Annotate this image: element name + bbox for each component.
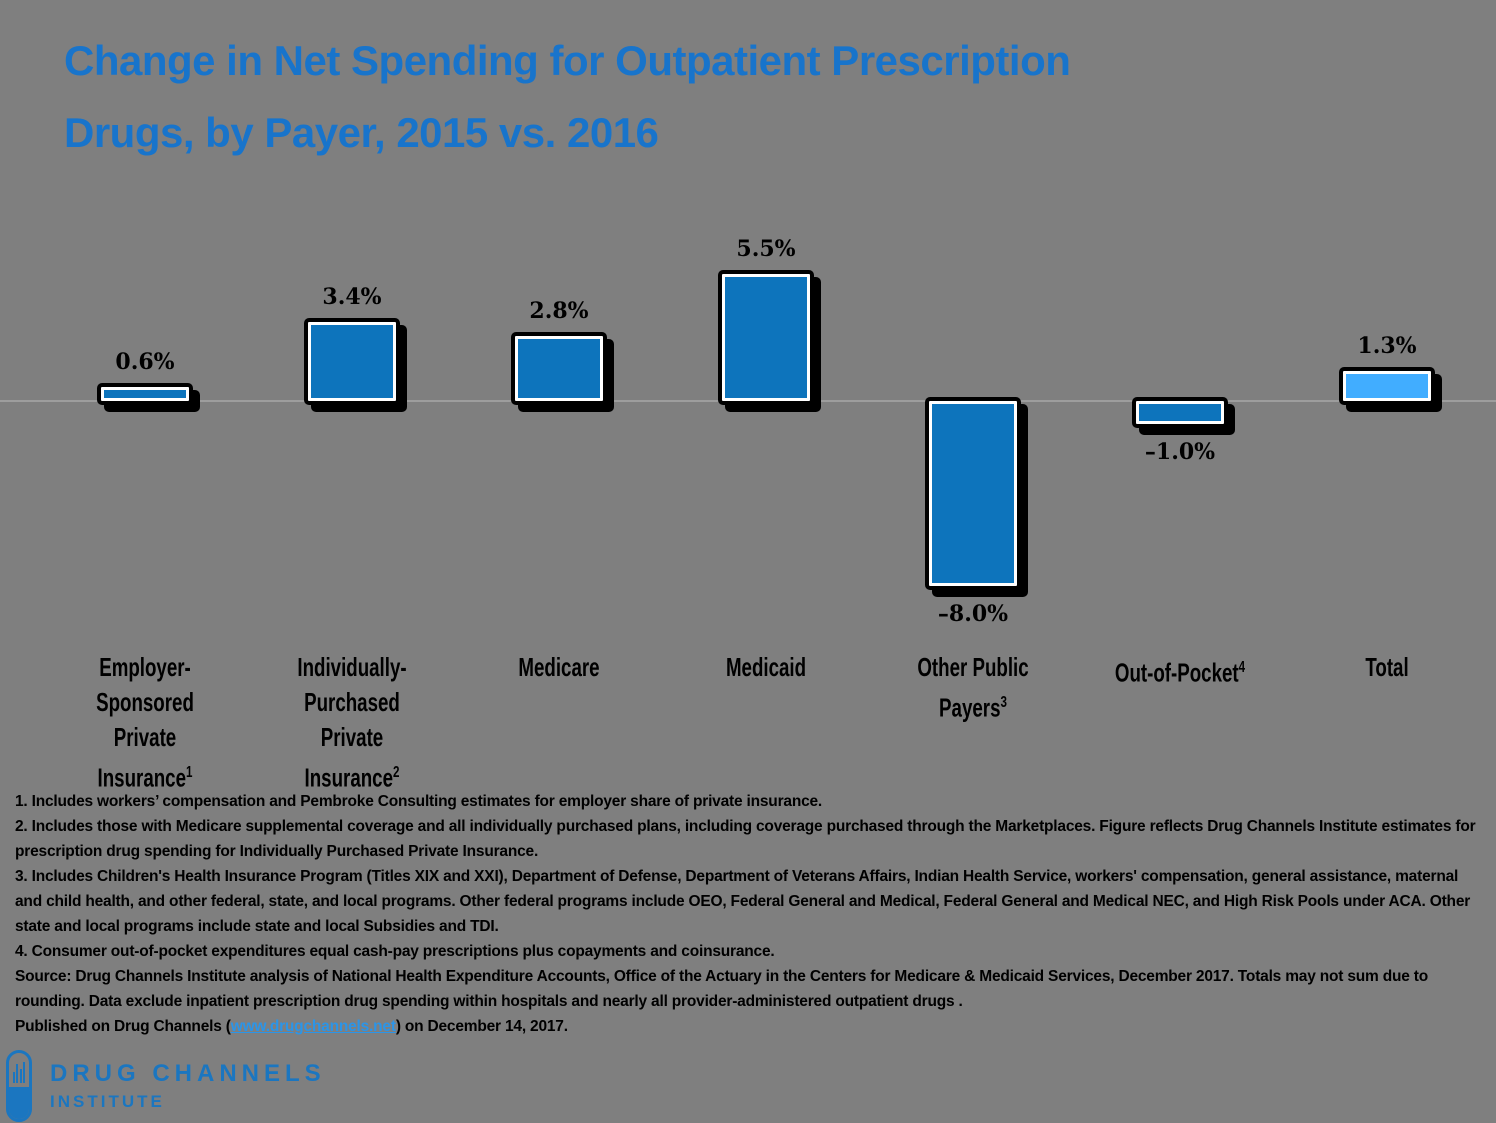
bar-out-of-pocket (1132, 397, 1228, 428)
bar-medicare (511, 332, 607, 405)
category-label-total: Total (1365, 652, 1409, 682)
value-label-total: 1.3% (1357, 333, 1417, 359)
chart-title: Change in Net Spending for Outpatient Pr… (64, 25, 1444, 169)
footnote-3: 3. Includes Children's Health Insurance … (15, 868, 1471, 935)
category-label-medicare: Medicare (518, 652, 600, 682)
footnote-2: 2. Includes those with Medicare suppleme… (15, 818, 1476, 860)
value-label-medicare: 2.8% (529, 298, 589, 324)
footnotes-block: 1. Includes workers’ compensation and Pe… (15, 789, 1489, 1039)
published-note: Published on Drug Channels (www.drugchan… (15, 1014, 1489, 1039)
category-label-medicaid: Medicaid (725, 652, 807, 682)
category-label-out-of-pocket: Out-of-Pocket4 (1114, 657, 1246, 688)
category-label-other-public-payers: Other Public Payers3 (917, 652, 1029, 723)
drugchannels-link[interactable]: www.drugchannels.net (230, 1018, 396, 1035)
footnote-4: 4. Consumer out-of-pocket expenditures e… (15, 943, 775, 960)
capsule-icon (6, 1050, 32, 1122)
bar-other-public-payers (925, 397, 1021, 590)
bar-individually-purchased (304, 318, 400, 405)
published-suffix: ) on December 14, 2017. (395, 1018, 568, 1035)
category-label-employer-sponsored: Employer- Sponsored Private Insurance1 (96, 652, 194, 793)
bar-total (1339, 367, 1435, 405)
category-label-individually-purchased: Individually- Purchased Private Insurance2 (297, 652, 407, 793)
value-label-out-of-pocket: –1.0% (1144, 439, 1216, 465)
chart-title-line1: Change in Net Spending for Outpatient Pr… (64, 37, 1071, 84)
value-label-other-public-payers: –8.0% (937, 601, 1009, 627)
logo-drug-channels: DRUG CHANNELS (50, 1060, 326, 1087)
chart-title-line2: Drugs, by Payer, 2015 vs. 2016 (64, 109, 659, 156)
value-label-individually-purchased: 3.4% (322, 284, 382, 310)
capsule-barchart-glyph (11, 1059, 27, 1083)
published-prefix: Published on Drug Channels ( (15, 1018, 231, 1035)
footnote-1: 1. Includes workers’ compensation and Pe… (15, 793, 823, 810)
logo-institute: INSTITUTE (50, 1092, 165, 1111)
source-note: Source: Drug Channels Institute analysis… (15, 968, 1429, 1010)
value-label-medicaid: 5.5% (736, 236, 796, 262)
value-label-employer-sponsored: 0.6% (115, 349, 175, 375)
bar-medicaid (718, 270, 814, 405)
bar-employer-sponsored (97, 383, 193, 405)
